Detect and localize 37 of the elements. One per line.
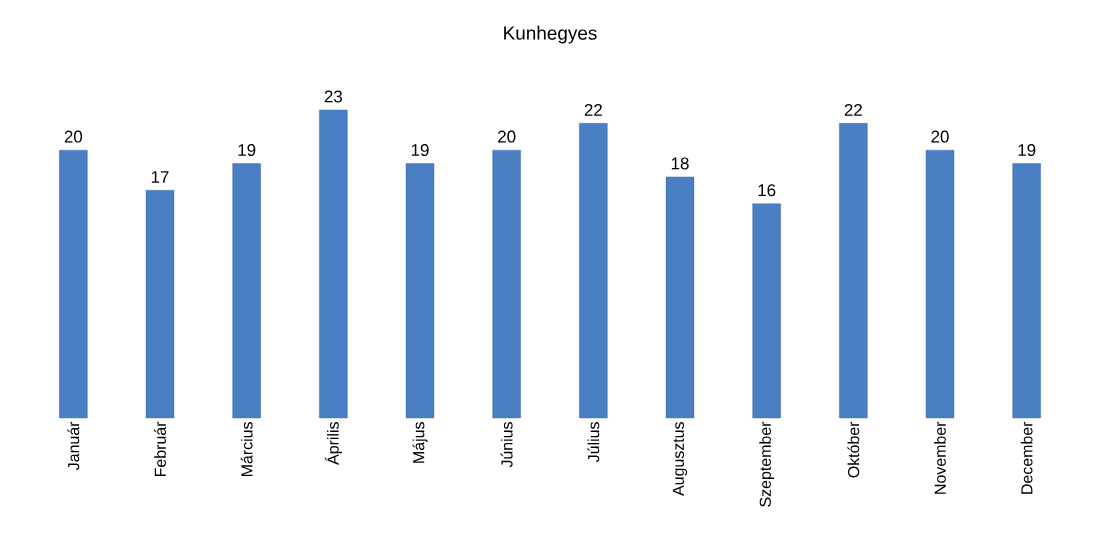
bar [145, 190, 175, 419]
bar [232, 163, 261, 419]
data-label: 20 [64, 130, 83, 143]
x-tick-label: Július [587, 422, 600, 463]
bar [752, 203, 781, 419]
bar [665, 176, 695, 419]
x-tick-label: Június [500, 422, 513, 468]
x-tick-label: Augusztus [672, 422, 688, 496]
data-label: 19 [238, 144, 256, 157]
bar [1012, 163, 1041, 419]
data-label: 20 [931, 130, 949, 143]
x-tick-label: Április [324, 422, 342, 465]
bar [839, 123, 868, 419]
x-tick-label: Január [67, 421, 80, 471]
bar [579, 123, 608, 419]
data-label: 19 [411, 144, 429, 157]
x-tick-label: Május [412, 422, 428, 463]
bar [925, 149, 955, 419]
x-tick-label: Október [847, 421, 860, 478]
data-label: 18 [671, 157, 689, 170]
data-label: 22 [844, 104, 862, 116]
data-label: 17 [151, 171, 169, 183]
data-label: 19 [1018, 144, 1036, 157]
data-label: 16 [758, 184, 776, 197]
x-tick-label: December [1020, 421, 1033, 494]
chart-title: Kunhegyes [504, 25, 597, 44]
bar [492, 149, 521, 419]
x-tick-label: November [934, 421, 946, 494]
x-tick-label: Február [154, 421, 166, 477]
bar [319, 109, 348, 419]
bar [59, 149, 88, 419]
bar [405, 163, 435, 419]
data-label: 23 [324, 90, 342, 103]
data-label: 22 [584, 104, 602, 116]
data-label: 20 [498, 130, 516, 143]
x-tick-label: Szeptember [759, 421, 775, 507]
x-tick-label: Március [240, 422, 253, 477]
